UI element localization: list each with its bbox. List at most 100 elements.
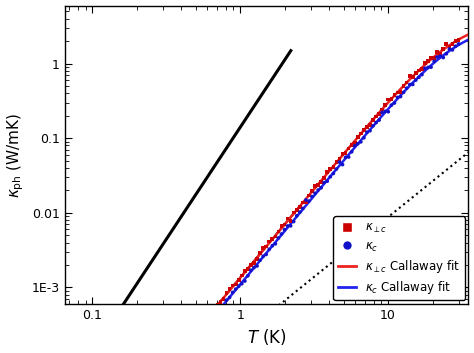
Point — [278, 223, 285, 229]
Point — [329, 164, 337, 170]
Point — [403, 80, 410, 85]
Point — [345, 146, 353, 151]
Point — [217, 299, 224, 305]
Point — [235, 283, 243, 289]
Point — [455, 41, 462, 47]
Point — [391, 92, 398, 98]
Legend: $\kappa_{\perp c}$, $\kappa_{c}$, $\kappa_{\perp c}$ Callaway fit, $\kappa_{c}$ : $\kappa_{\perp c}$, $\kappa_{c}$, $\kapp… — [333, 216, 465, 300]
Point — [357, 131, 365, 136]
Point — [348, 149, 356, 155]
Point — [204, 318, 212, 323]
Point — [180, 351, 188, 353]
Point — [238, 273, 246, 278]
Point — [378, 110, 386, 115]
Point — [287, 218, 294, 224]
Point — [351, 140, 358, 146]
Point — [443, 41, 450, 47]
Point — [369, 118, 377, 123]
Point — [305, 198, 313, 204]
Point — [299, 206, 307, 211]
Point — [259, 253, 267, 259]
Point — [183, 338, 191, 343]
Point — [403, 85, 410, 91]
Point — [281, 222, 288, 227]
Point — [446, 44, 453, 49]
Point — [323, 178, 331, 184]
Point — [427, 64, 435, 70]
Point — [449, 41, 456, 47]
Point — [268, 243, 276, 249]
Point — [247, 268, 255, 273]
Point — [183, 347, 191, 353]
Y-axis label: $\kappa_{\rm ph}$ (W/mK): $\kappa_{\rm ph}$ (W/mK) — [6, 112, 26, 198]
Point — [320, 180, 328, 185]
Point — [274, 228, 282, 234]
Point — [195, 327, 203, 332]
Point — [406, 82, 413, 87]
Point — [394, 95, 401, 100]
Point — [406, 73, 413, 79]
Point — [244, 273, 252, 279]
Point — [336, 159, 343, 165]
Point — [217, 306, 224, 312]
Point — [232, 282, 239, 287]
Point — [250, 260, 258, 265]
Point — [372, 114, 380, 119]
Point — [320, 175, 328, 181]
Point — [259, 245, 267, 251]
Point — [293, 213, 301, 219]
Point — [375, 117, 383, 123]
Point — [214, 302, 221, 307]
Point — [268, 236, 276, 241]
Point — [369, 123, 377, 128]
Point — [333, 166, 340, 172]
Point — [256, 257, 264, 263]
Point — [186, 335, 194, 341]
Point — [415, 68, 423, 73]
Point — [177, 348, 184, 353]
Point — [433, 49, 441, 55]
Point — [256, 250, 264, 256]
Point — [238, 281, 246, 287]
Point — [287, 223, 294, 229]
Point — [195, 331, 203, 336]
Point — [388, 102, 395, 108]
Point — [318, 185, 325, 191]
Point — [400, 90, 407, 95]
Point — [263, 244, 270, 250]
Point — [305, 193, 313, 198]
Point — [397, 94, 404, 100]
Point — [198, 326, 206, 332]
Point — [430, 55, 438, 61]
Point — [452, 38, 459, 44]
Point — [439, 46, 447, 52]
Point — [421, 65, 429, 71]
Point — [241, 268, 249, 274]
Point — [229, 283, 237, 288]
Point — [384, 109, 392, 115]
Point — [253, 263, 261, 269]
Point — [204, 312, 212, 317]
Point — [339, 151, 346, 157]
Point — [382, 102, 389, 108]
Point — [372, 120, 380, 125]
Point — [244, 267, 252, 272]
Point — [180, 342, 188, 348]
Point — [274, 235, 282, 241]
Point — [189, 339, 197, 344]
Point — [278, 231, 285, 237]
Point — [250, 265, 258, 270]
Point — [360, 135, 368, 140]
Point — [354, 134, 362, 140]
Point — [323, 169, 331, 175]
Point — [397, 89, 404, 95]
Point — [214, 308, 221, 314]
Point — [449, 47, 456, 53]
Point — [351, 143, 358, 149]
Point — [235, 277, 243, 283]
Point — [311, 183, 319, 189]
Point — [272, 234, 279, 239]
Point — [296, 204, 303, 210]
Point — [375, 111, 383, 116]
Point — [192, 334, 200, 340]
